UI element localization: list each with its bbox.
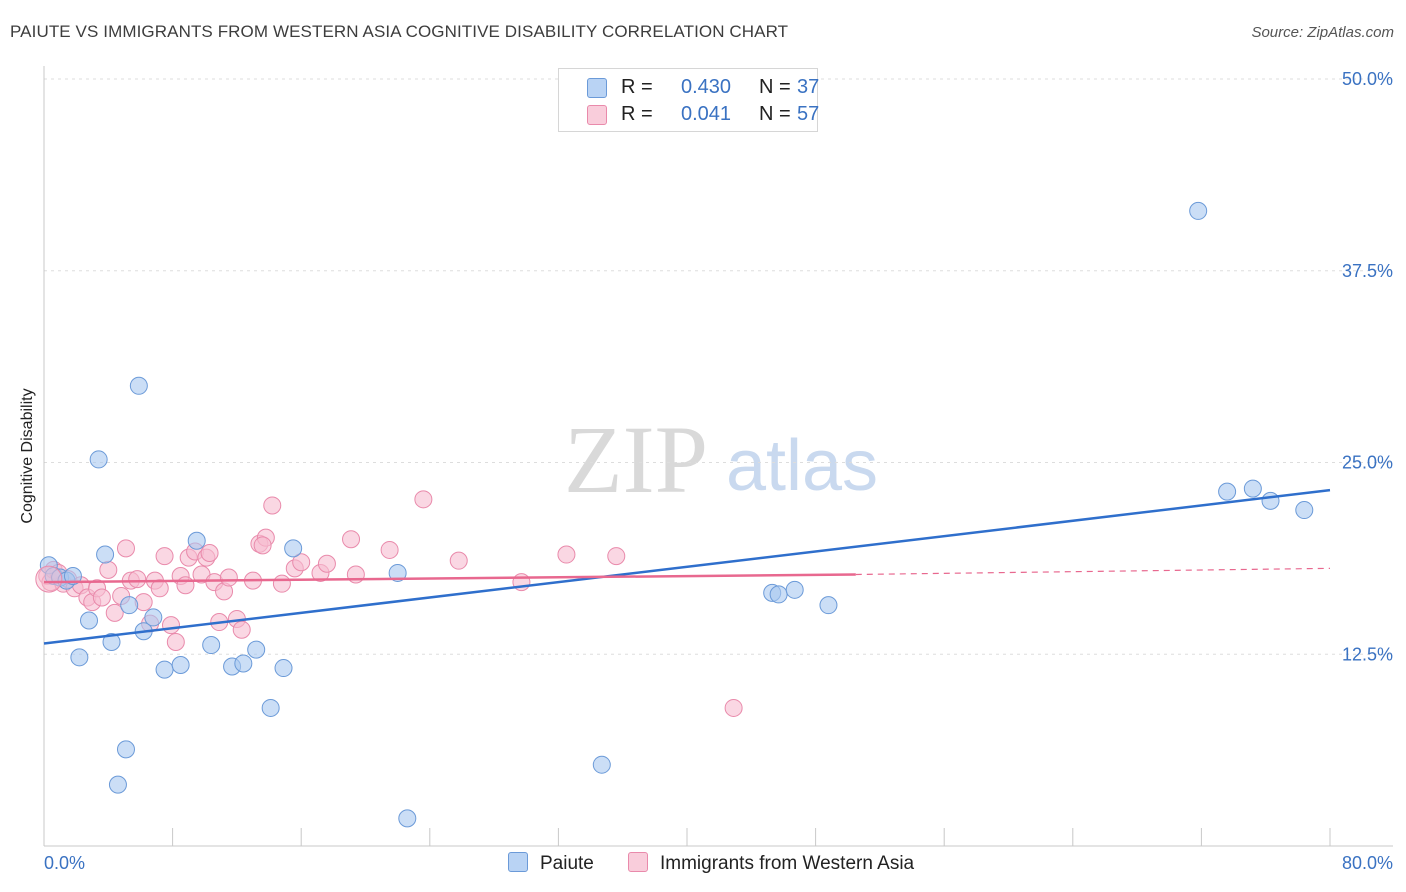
point-western-asia: [292, 553, 311, 572]
trend-line-western-asia: [43, 573, 856, 584]
point-paiute: [819, 596, 838, 615]
legend-swatch-paiute: [587, 78, 607, 98]
point-paiute: [1243, 479, 1262, 498]
point-paiute: [261, 698, 280, 717]
legend-swatch-western-asia: [587, 105, 607, 125]
y-tick-label: 12.5%: [1342, 644, 1393, 664]
point-western-asia: [92, 588, 111, 607]
point-western-asia: [380, 540, 399, 559]
point-paiute: [769, 585, 788, 604]
point-western-asia: [557, 545, 576, 564]
point-paiute: [70, 648, 89, 667]
x-tick-label-min: 0.0%: [44, 853, 85, 873]
legend-r-value: 0.430: [681, 76, 732, 98]
point-western-asia: [342, 530, 361, 549]
point-western-asia: [414, 490, 433, 509]
point-paiute: [388, 563, 407, 582]
point-paiute: [144, 608, 163, 627]
x-tick-label-max: 80.0%: [1342, 853, 1393, 873]
point-western-asia: [116, 539, 135, 558]
point-paiute: [234, 654, 253, 673]
y-tick-label: 37.5%: [1342, 261, 1393, 281]
point-paiute: [1261, 491, 1280, 510]
point-paiute: [398, 809, 417, 828]
point-western-asia: [449, 551, 468, 570]
y-tick-label: 25.0%: [1342, 453, 1393, 473]
point-western-asia: [176, 576, 195, 595]
bottom-legend-label-paiute: Paiute: [540, 853, 594, 874]
point-western-asia: [317, 554, 336, 573]
point-paiute: [63, 567, 82, 586]
correlation-legend: R = 0.430 N = 37 R = 0.041 N = 57: [558, 68, 820, 132]
point-paiute: [274, 659, 293, 678]
bottom-legend-western-asia: Immigrants from Western Asia: [628, 852, 914, 875]
point-paiute: [129, 376, 148, 395]
point-western-asia: [35, 565, 63, 593]
point-paiute: [89, 450, 108, 469]
point-paiute: [1189, 201, 1208, 220]
point-western-asia: [607, 547, 626, 566]
point-paiute: [120, 596, 139, 615]
point-western-asia: [272, 574, 291, 593]
legend-n-value: 37: [797, 76, 820, 98]
point-western-asia: [724, 698, 743, 717]
point-paiute: [155, 660, 174, 679]
point-paiute: [187, 531, 206, 550]
trend-line-paiute: [43, 488, 1331, 645]
point-paiute: [102, 632, 121, 651]
point-western-asia: [161, 616, 180, 635]
point-paiute: [284, 539, 303, 558]
bottom-legend-label-western-asia: Immigrants from Western Asia: [660, 853, 915, 874]
bottom-legend-swatch-paiute: [508, 852, 528, 872]
point-paiute: [202, 636, 221, 655]
point-paiute: [1218, 482, 1237, 501]
legend-r-label: R =: [621, 103, 653, 125]
point-western-asia: [200, 544, 219, 563]
trend-line-extension-western-asia: [855, 567, 1331, 576]
point-western-asia: [219, 568, 238, 587]
legend-r-label: R =: [621, 76, 653, 98]
trend-lines: [43, 488, 1331, 645]
legend-n-value: 57: [797, 103, 820, 125]
watermark-zip: ZIP: [564, 406, 708, 513]
point-western-asia: [150, 579, 169, 598]
legend-n-label: N =: [759, 76, 791, 98]
watermark-atlas: atlas: [726, 426, 878, 506]
point-paiute: [247, 640, 266, 659]
source-credit: Source: ZipAtlas.com: [1251, 24, 1394, 41]
point-western-asia: [253, 536, 272, 555]
legend-n-label: N =: [759, 103, 791, 125]
point-western-asia: [128, 570, 147, 589]
point-paiute: [785, 580, 804, 599]
point-western-asia: [232, 620, 251, 639]
point-western-asia: [105, 603, 124, 622]
point-western-asia: [99, 560, 118, 579]
legend-r-value: 0.041: [681, 103, 732, 125]
gridlines: [44, 78, 1393, 655]
bottom-legend-paiute: Paiute: [508, 852, 594, 875]
point-western-asia: [263, 496, 282, 515]
point-paiute: [1295, 501, 1314, 520]
point-paiute: [171, 655, 190, 674]
point-paiute: [116, 740, 135, 759]
point-paiute: [108, 775, 127, 794]
point-paiute: [80, 611, 99, 630]
chart-title: PAIUTE VS IMMIGRANTS FROM WESTERN ASIA C…: [10, 22, 789, 41]
y-tick-label: 50.0%: [1342, 69, 1393, 89]
point-paiute: [592, 755, 611, 774]
point-western-asia: [155, 547, 174, 566]
point-western-asia: [166, 632, 185, 651]
bottom-legend-swatch-western-asia: [628, 852, 648, 872]
axes: 12.5% 25.0% 37.5% 50.0%: [43, 66, 1393, 847]
point-paiute: [96, 545, 115, 564]
